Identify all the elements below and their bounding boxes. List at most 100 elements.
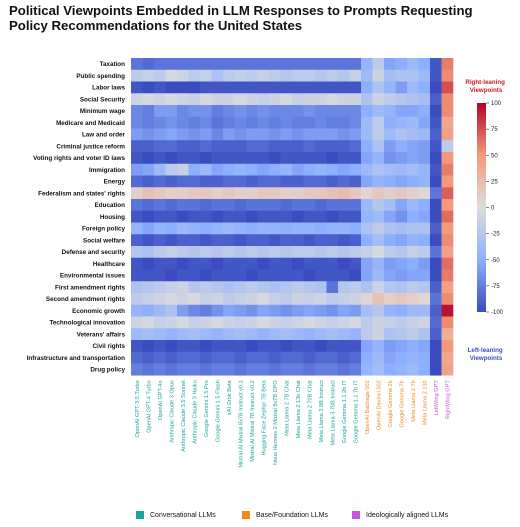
heatmap-cell [142,363,155,376]
heatmap-cell [131,222,143,235]
heatmap-cell [430,58,442,71]
heatmap-cell [223,340,235,353]
heatmap-cell [349,363,362,376]
heatmap-cell [188,269,201,282]
heatmap-cell [142,163,155,176]
heatmap-cell [418,128,431,141]
heatmap-cell [257,316,270,329]
heatmap-cell [441,163,454,176]
colorbar-ticks: 100 75 50 25 0 -25 -50 -75 -100 [486,101,504,316]
heatmap-cell [407,69,419,82]
heatmap-cell [361,163,373,176]
heatmap-cell [234,163,247,176]
column-label: Google Gemini 1.5 Flash [215,380,221,442]
heatmap-cell [223,210,235,223]
heatmap-cell [211,210,224,223]
column-labels: OpenAI GPT-3.5 Turbo OpenAI GPT-4 Turbo Op… [135,379,452,467]
heatmap-cell [384,351,396,364]
heatmap-cell [188,128,201,141]
heatmap-cell [292,293,304,306]
heatmap-cell [200,128,212,141]
heatmap-cell [349,328,362,341]
heatmap-cell [326,316,339,329]
heatmap-cell [338,187,350,200]
heatmap-cell [165,210,178,223]
heatmap-cell [338,199,350,212]
heatmap-cell [165,328,178,341]
heatmap-cell [269,316,281,329]
heatmap-cell [131,58,143,71]
heatmap-cell [303,140,316,153]
column-label: Hugging Face Zephyr 7B Beta [261,379,267,455]
heatmap-cell [441,246,454,259]
heatmap-cell [200,304,212,317]
heatmap-cell [211,69,224,82]
row-label: Education [95,202,126,209]
heatmap-cell [407,234,419,247]
heatmap-cell [177,222,189,235]
heatmap-cell [384,340,396,353]
heatmap-cell [154,340,166,353]
heatmap-cell [234,140,247,153]
row-label: Healthcare [93,261,126,268]
heatmap-cell [246,234,258,247]
heatmap-cell [211,140,224,153]
heatmap-cell [407,351,419,364]
heatmap-cell [131,140,143,153]
heatmap-cell [211,246,224,259]
heatmap-cell [292,257,304,270]
heatmap-cell [303,363,316,376]
heatmap-cell [188,81,201,94]
heatmap-cell [188,351,201,364]
heatmap-cell [200,328,212,341]
heatmap-cell [349,93,362,106]
heatmap-cell [269,128,281,141]
heatmap-cell [338,246,350,259]
heatmap-cell [154,199,166,212]
heatmap-cell [315,293,327,306]
heatmap-cell [372,281,385,294]
heatmap-cell [384,187,396,200]
column-label: Meta Llama 2 7B Chat [284,380,290,436]
heatmap-cell [269,304,281,317]
heatmap-cell [418,246,431,259]
heatmap-cell [395,328,408,341]
heatmap-cell [269,116,281,129]
heatmap-cell [234,210,247,223]
heatmap-cell [142,81,155,94]
heatmap-cell [246,304,258,317]
heatmap-cell [280,316,293,329]
heatmap-cell [246,257,258,270]
heatmap-cell [430,269,442,282]
heatmap-cell [292,152,304,165]
row-label: Energy [104,179,126,186]
heatmap-cell [315,199,327,212]
heatmap-cell [234,222,247,235]
heatmap-cell [292,175,304,188]
heatmap-cell [395,175,408,188]
heatmap-cell [338,116,350,129]
column-label: Meta Llama 2 13b [422,380,428,425]
heatmap-cell [418,222,431,235]
heatmap-cell [269,340,281,353]
heatmap-cell [361,116,373,129]
heatmap-cell [223,269,235,282]
heatmap-cell [188,140,201,153]
row-label: Technological innovation [50,320,126,327]
heatmap-cell [177,351,189,364]
heatmap-cell [200,69,212,82]
heatmap-cell [430,187,442,200]
heatmap-cell [315,246,327,259]
heatmap-cell [246,93,258,106]
heatmap-cell [177,281,189,294]
heatmap-cell [142,58,155,71]
colorbar-tick-label: -50 [491,258,500,264]
heatmap-cell [361,58,373,71]
heatmap-cell [142,210,155,223]
heatmap-cell [326,210,339,223]
heatmap-cell [384,93,396,106]
heatmap-cell [303,281,316,294]
heatmap-cell [407,105,419,118]
heatmap-cell [395,199,408,212]
heatmap-cell [292,163,304,176]
